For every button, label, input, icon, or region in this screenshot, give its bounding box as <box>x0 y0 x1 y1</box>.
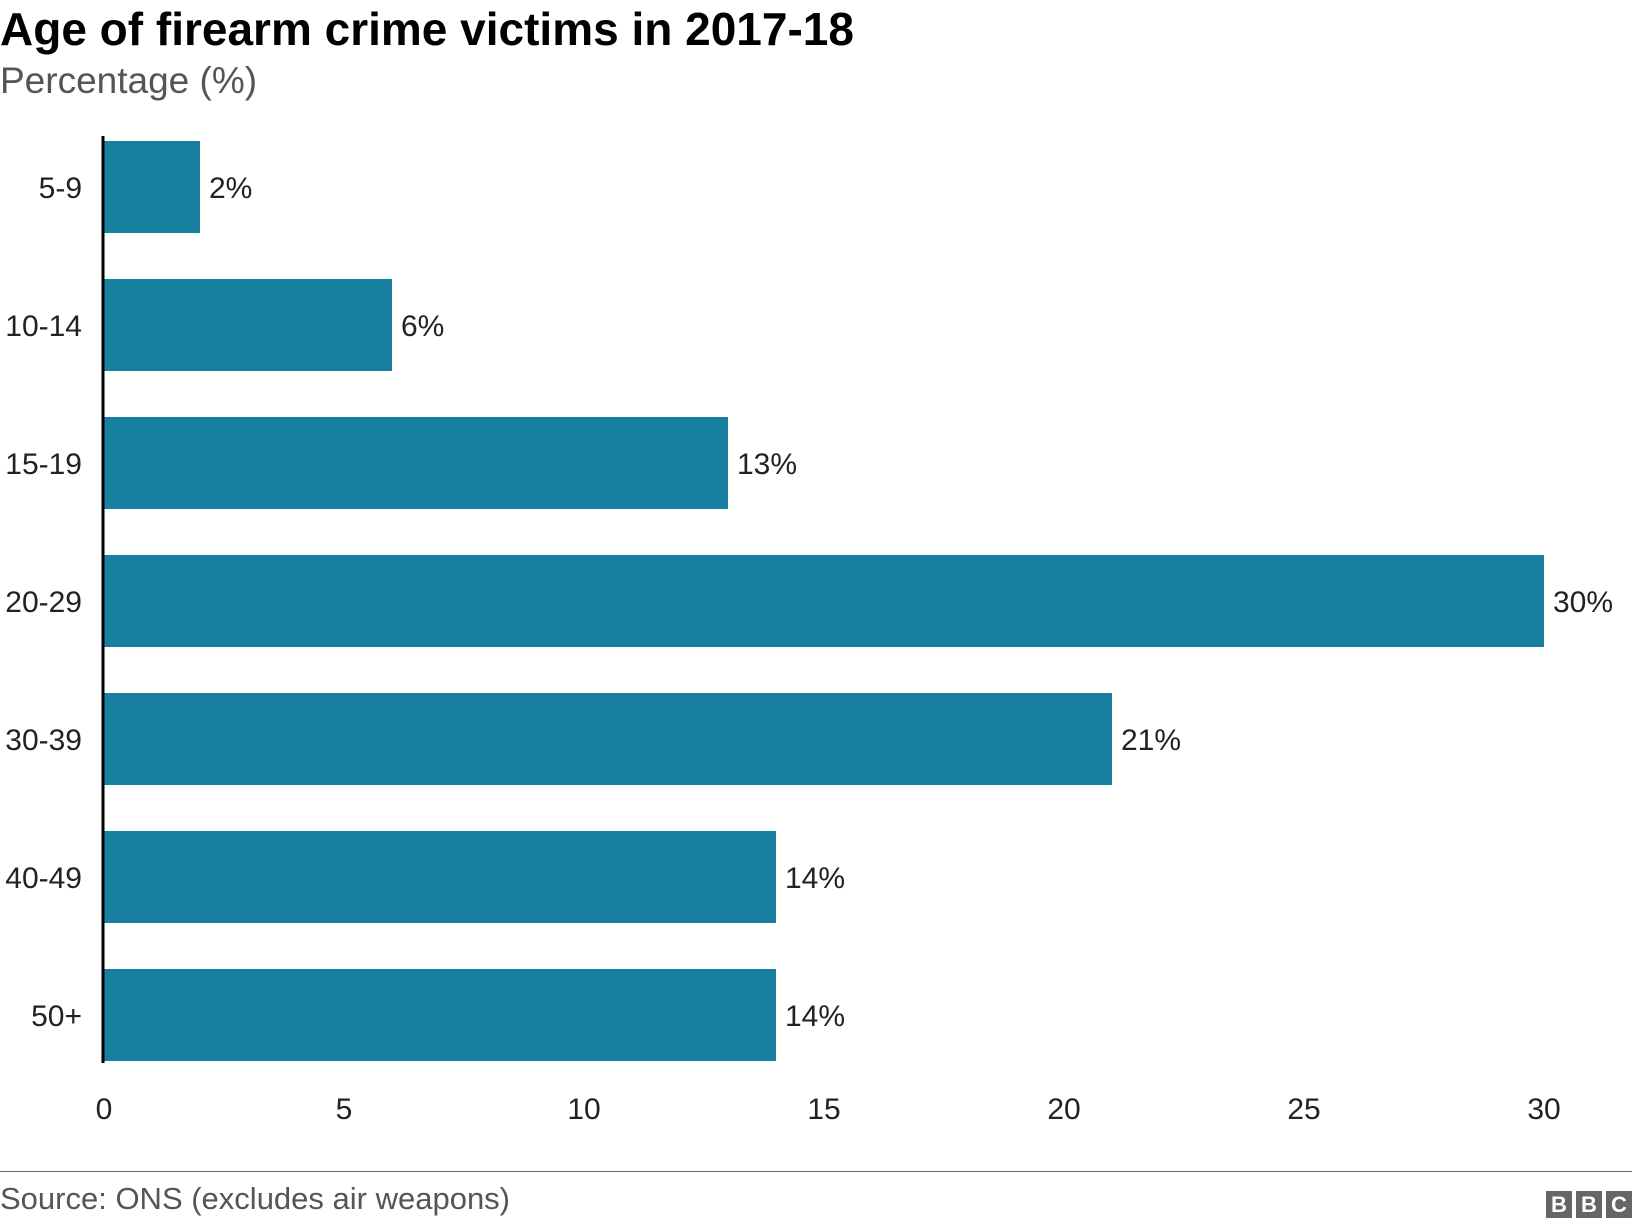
data-label-10-14: 6% <box>401 310 444 343</box>
category-labels: 5-9 10-14 15-19 20-29 30-39 40-49 50+ <box>5 172 82 1033</box>
category-label-30-39: 30-39 <box>5 724 82 757</box>
data-label-20-29: 30% <box>1553 586 1613 619</box>
x-tick-label-30: 30 <box>1527 1093 1560 1126</box>
x-tick-label-15: 15 <box>807 1093 840 1126</box>
x-tick-label-5: 5 <box>336 1093 353 1126</box>
chart-title: Age of firearm crime victims in 2017-18 <box>0 3 854 55</box>
source-note: Source: ONS (excludes air weapons) <box>0 1181 511 1216</box>
bar-40-49 <box>104 831 776 923</box>
bar-5-9 <box>104 141 200 233</box>
data-labels: 2% 6% 13% 30% 21% 14% 14% <box>209 172 1613 1033</box>
logo-letter-c: C <box>1606 1191 1632 1218</box>
bars-group <box>104 141 1544 1061</box>
data-label-50+: 14% <box>785 1000 845 1033</box>
footer-divider <box>0 1171 1632 1172</box>
category-label-50+: 50+ <box>31 1000 82 1033</box>
data-label-30-39: 21% <box>1121 724 1181 757</box>
category-label-10-14: 10-14 <box>5 310 82 343</box>
data-label-15-19: 13% <box>737 448 797 481</box>
data-label-40-49: 14% <box>785 862 845 895</box>
x-tick-label-20: 20 <box>1047 1093 1080 1126</box>
category-label-20-29: 20-29 <box>5 586 82 619</box>
bar-15-19 <box>104 417 728 509</box>
category-label-40-49: 40-49 <box>5 862 82 895</box>
bbc-logo: B B C <box>1546 1191 1632 1218</box>
logo-letter-b2: B <box>1576 1191 1602 1218</box>
x-tick-labels: 0 5 10 15 20 25 30 <box>96 1093 1561 1126</box>
bar-30-39 <box>104 693 1112 785</box>
bar-20-29 <box>104 555 1544 647</box>
x-tick-label-25: 25 <box>1287 1093 1320 1126</box>
bar-50+ <box>104 969 776 1061</box>
bar-chart: 5-9 10-14 15-19 20-29 30-39 40-49 50+ 2% 6% 13% 3… <box>5 136 1613 1126</box>
chart-subtitle: Percentage (%) <box>0 60 258 101</box>
bar-10-14 <box>104 279 392 371</box>
x-tick-label-10: 10 <box>567 1093 600 1126</box>
category-label-5-9: 5-9 <box>39 172 82 205</box>
logo-letter-b1: B <box>1546 1191 1572 1218</box>
category-label-15-19: 15-19 <box>5 448 82 481</box>
x-tick-label-0: 0 <box>96 1093 113 1126</box>
data-label-5-9: 2% <box>209 172 252 205</box>
